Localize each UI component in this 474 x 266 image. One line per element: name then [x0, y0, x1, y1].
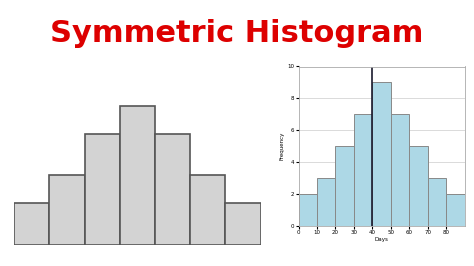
Bar [317, 178, 336, 226]
Bar [354, 114, 373, 226]
Bar [299, 194, 317, 226]
Bar [428, 178, 446, 226]
Bar [391, 114, 409, 226]
FancyBboxPatch shape [155, 134, 190, 245]
Bar [373, 82, 391, 226]
FancyBboxPatch shape [14, 203, 49, 245]
Y-axis label: Frequency: Frequency [280, 132, 285, 160]
Text: Symmetric Histogram: Symmetric Histogram [50, 19, 424, 48]
Bar [409, 146, 428, 226]
X-axis label: Days: Days [374, 237, 389, 242]
FancyBboxPatch shape [120, 106, 155, 245]
FancyBboxPatch shape [190, 175, 226, 245]
FancyBboxPatch shape [226, 203, 261, 245]
FancyBboxPatch shape [49, 175, 85, 245]
Bar [336, 146, 354, 226]
Bar [446, 194, 465, 226]
FancyBboxPatch shape [85, 134, 120, 245]
